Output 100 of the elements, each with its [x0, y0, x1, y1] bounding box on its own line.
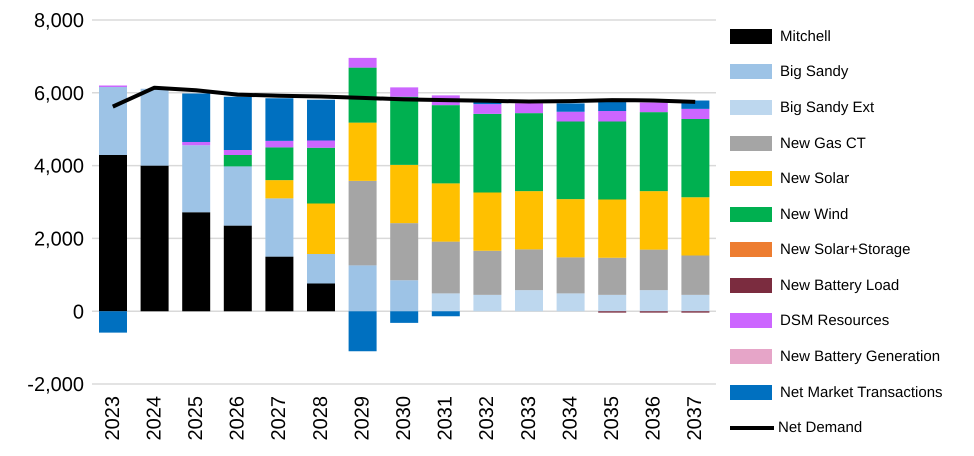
legend-label: New Solar	[780, 170, 850, 188]
bar	[224, 150, 252, 156]
bar	[681, 119, 710, 198]
bar	[598, 122, 626, 200]
bar	[307, 100, 335, 140]
legend-label: DSM Resources	[780, 312, 890, 330]
bar	[182, 145, 210, 212]
line-series	[110, 86, 698, 109]
x-tick-label: 2032	[476, 396, 498, 440]
bar	[473, 104, 502, 114]
bar	[556, 199, 585, 258]
bar	[432, 242, 460, 294]
bar	[390, 311, 418, 323]
bar	[640, 191, 668, 250]
bar	[265, 180, 294, 198]
bar	[265, 198, 294, 257]
legend-label: Net Market Transactions	[780, 384, 943, 401]
bar	[348, 180, 377, 266]
x-tick-label: 2037	[684, 396, 706, 440]
x-tick-label: 2035	[601, 396, 623, 440]
bar	[515, 113, 543, 192]
y-tick-label: 6,000	[34, 82, 84, 105]
bar	[598, 199, 626, 258]
bar	[556, 112, 585, 122]
bar	[140, 88, 169, 166]
bar	[265, 256, 294, 312]
x-tick-label: 2034	[559, 396, 582, 440]
x-tick-label: 2027	[268, 396, 290, 440]
bar	[224, 155, 252, 166]
y-tick-label: 8,000	[34, 10, 84, 32]
y-tick-label: 2,000	[34, 228, 84, 250]
bar	[556, 103, 585, 112]
y-tick-label: 4,000	[34, 156, 84, 178]
bar	[556, 293, 585, 312]
bar	[182, 212, 210, 312]
bar	[307, 203, 335, 254]
legend-label: Big Sandy Ext	[780, 98, 874, 116]
bar	[432, 293, 460, 312]
bar	[348, 122, 377, 181]
bar	[99, 86, 127, 156]
x-tick-label: 2031	[434, 396, 457, 440]
x-tick-label: 2029	[351, 396, 374, 440]
bar	[348, 265, 377, 312]
legend-label: New Solar+Storage	[780, 241, 910, 258]
bar	[432, 183, 460, 242]
bar	[348, 311, 377, 352]
bar	[515, 249, 543, 290]
bar	[598, 102, 626, 111]
legend-label: Net Demand	[778, 419, 862, 436]
x-tick-label: 2024	[143, 396, 166, 440]
bar	[556, 257, 585, 294]
bar	[140, 166, 169, 312]
bar	[640, 102, 668, 112]
bar	[598, 258, 626, 295]
bar	[681, 256, 710, 295]
bar	[473, 294, 502, 312]
x-tick-label: 2036	[642, 396, 665, 440]
bar	[515, 103, 543, 114]
bar	[473, 192, 502, 251]
bar	[99, 155, 127, 312]
bar	[348, 58, 377, 68]
bar	[307, 254, 335, 284]
bar	[473, 114, 502, 193]
bar	[598, 111, 626, 122]
x-tick-label: 2026	[226, 396, 249, 440]
bar	[265, 147, 294, 180]
x-tick-label: 2028	[310, 396, 332, 440]
bar	[473, 250, 502, 295]
bar	[598, 294, 626, 312]
x-tick-label: 2025	[185, 396, 207, 440]
bar	[681, 197, 710, 256]
bar	[224, 226, 252, 312]
legend-label: New Gas CT	[780, 134, 866, 152]
legend-label: New Battery Load	[780, 276, 900, 294]
bar	[390, 164, 418, 224]
y-tick-label: -2,000	[27, 374, 84, 396]
legend-label: New Wind	[780, 206, 848, 223]
bar	[390, 223, 418, 280]
bar	[640, 112, 668, 192]
y-tick-label: 0	[72, 301, 84, 324]
bar	[307, 148, 335, 204]
bar	[515, 290, 543, 312]
bar	[99, 311, 127, 333]
bar	[681, 108, 710, 120]
x-tick-label: 2030	[393, 396, 415, 440]
bar	[224, 166, 252, 226]
x-tick-label: 2033	[518, 396, 540, 440]
bar	[224, 96, 252, 150]
legend-label: Big Sandy	[780, 63, 848, 80]
bar	[265, 98, 294, 141]
bar	[390, 280, 418, 312]
bar	[432, 105, 460, 184]
bar	[265, 140, 294, 148]
bar	[515, 191, 543, 250]
x-tick-label: 2023	[102, 396, 124, 440]
bar	[556, 122, 585, 200]
bar	[307, 140, 335, 148]
bar	[681, 294, 710, 312]
bar	[182, 142, 210, 146]
bar	[390, 96, 418, 165]
